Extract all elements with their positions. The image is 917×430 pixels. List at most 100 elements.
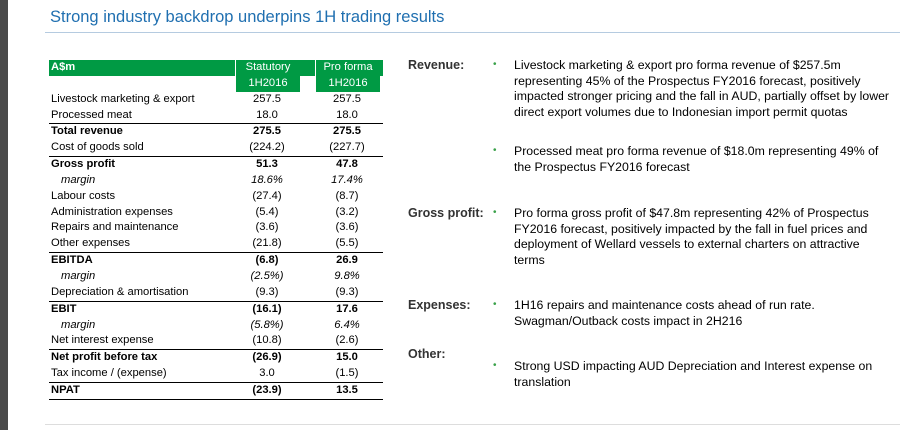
row-label: NPAT — [51, 383, 80, 396]
row-label: Net profit before tax — [51, 351, 158, 364]
pro-forma-value: (2.6) — [335, 334, 359, 347]
other-heading: Other: — [408, 347, 446, 361]
other-bullet-1: Strong USD impacting AUD Depreciation an… — [514, 359, 873, 389]
pro-forma-value: (3.2) — [335, 205, 359, 218]
row-label: margin — [61, 269, 96, 282]
pro-forma-value: (8.7) — [335, 189, 359, 202]
row-label: Labour costs — [51, 189, 116, 202]
table-row: Administration expenses (5.4) (3.2) — [49, 205, 383, 221]
row-label: EBITDA — [51, 254, 93, 267]
revenue-bullet-1: Livestock marketing & export pro forma r… — [514, 58, 890, 119]
pro-forma-value: 257.5 — [333, 92, 361, 105]
statutory-value: (16.1) — [252, 302, 282, 315]
table-row: Cost of goods sold (224.2) (227.7) — [49, 140, 383, 156]
pro-forma-value: 275.5 — [333, 125, 361, 138]
table-row: margin (2.5%) 9.8% — [49, 269, 383, 285]
bullet-dot-icon: • — [493, 360, 497, 371]
pro-forma-value: (3.6) — [335, 221, 359, 234]
bullet-dot-icon: • — [493, 145, 497, 156]
table-row: Total revenue 275.5 275.5 — [49, 123, 383, 140]
pro-forma-value: 6.4% — [334, 318, 360, 331]
table-row: margin 18.6% 17.4% — [49, 173, 383, 189]
row-label: Processed meat — [51, 108, 132, 121]
table-row: Depreciation & amortisation (9.3) (9.3) — [49, 285, 383, 301]
pro-forma-value: (5.5) — [335, 237, 359, 250]
right-margin — [900, 0, 917, 430]
pro-forma-value: 17.6 — [336, 302, 358, 315]
row-label: Administration expenses — [51, 205, 173, 218]
header-label: A$m — [51, 61, 76, 73]
pro-forma-value: 47.8 — [336, 158, 358, 171]
bullet-dot-icon: • — [493, 59, 497, 70]
bullet-dot-icon: • — [493, 299, 497, 310]
table-row: Tax income / (expense) 3.0 (1.5) — [49, 366, 383, 382]
row-label: Cost of goods sold — [51, 141, 144, 154]
pro-forma-value: 13.5 — [336, 383, 358, 396]
row-label: margin — [61, 173, 96, 186]
table-subheader-row: 1H2016 1H2016 — [49, 75, 383, 92]
table-row: Livestock marketing & export 257.5 257.5 — [49, 92, 383, 108]
statutory-value: 18.6% — [251, 173, 283, 186]
footer-divider — [45, 424, 900, 425]
statutory-value: (26.9) — [252, 351, 282, 364]
statutory-value: (6.8) — [255, 254, 279, 267]
row-label: Net interest expense — [51, 334, 154, 347]
pro-forma-value: 9.8% — [334, 269, 360, 282]
statutory-value: (23.9) — [252, 383, 282, 396]
gross-profit-bullet-1: Pro forma gross profit of $47.8m represe… — [514, 206, 869, 267]
row-label: Livestock marketing & export — [51, 92, 195, 105]
pro-forma-value: 15.0 — [336, 351, 358, 364]
table-row: Labour costs (27.4) (8.7) — [49, 189, 383, 205]
subheader-statutory-period: 1H2016 — [235, 75, 300, 92]
row-label: Tax income / (expense) — [51, 367, 167, 380]
row-label: EBIT — [51, 302, 77, 315]
row-label: Other expenses — [51, 237, 130, 250]
table-row: Other expenses (21.8) (5.5) — [49, 236, 383, 252]
header-statutory: Statutory — [235, 60, 300, 76]
pro-forma-value: (227.7) — [329, 141, 365, 154]
row-label: Depreciation & amortisation — [51, 285, 189, 298]
pro-forma-value: 17.4% — [331, 173, 363, 186]
statutory-value: (5.8%) — [250, 318, 284, 331]
financial-table: A$m Statutory Pro forma 1H2016 1H2016 Li… — [49, 60, 383, 400]
statutory-value: 18.0 — [256, 108, 278, 121]
statutory-value: 51.3 — [256, 158, 278, 171]
subheader-pro-forma-period: 1H2016 — [315, 75, 380, 92]
gross-profit-heading: Gross profit: — [408, 206, 484, 220]
pro-forma-value: (1.5) — [335, 367, 359, 380]
row-label: margin — [61, 318, 96, 331]
revenue-heading: Revenue: — [408, 58, 465, 72]
table-row: margin (5.8%) 6.4% — [49, 318, 383, 334]
statutory-value: (5.4) — [255, 205, 279, 218]
revenue-bullet-2: Processed meat pro forma revenue of $18.… — [514, 144, 879, 174]
table-row: Processed meat 18.0 18.0 — [49, 108, 383, 124]
statutory-value: 3.0 — [259, 367, 275, 380]
expenses-bullet-1: 1H16 repairs and maintenance costs ahead… — [514, 298, 815, 328]
statutory-value: (21.8) — [252, 237, 282, 250]
pro-forma-value: (9.3) — [335, 285, 359, 298]
table-row: EBIT (16.1) 17.6 — [49, 300, 383, 318]
statutory-value: 275.5 — [253, 125, 281, 138]
table-row: Net profit before tax (26.9) 15.0 — [49, 349, 383, 366]
bullet-dot-icon: • — [493, 207, 497, 218]
statutory-value: (2.5%) — [250, 269, 284, 282]
table-row: NPAT (23.9) 13.5 — [49, 381, 383, 400]
row-label: Total revenue — [51, 125, 123, 138]
statutory-value: (10.8) — [252, 334, 282, 347]
pro-forma-value: 26.9 — [336, 254, 358, 267]
left-edge-bar — [0, 0, 8, 430]
statutory-value: (3.6) — [255, 221, 279, 234]
table-row: Gross profit 51.3 47.8 — [49, 156, 383, 173]
statutory-value: (9.3) — [255, 285, 279, 298]
pro-forma-value: 18.0 — [336, 108, 358, 121]
title-divider — [45, 32, 900, 33]
expenses-heading: Expenses: — [408, 298, 471, 312]
slide-title: Strong industry backdrop underpins 1H tr… — [50, 8, 445, 26]
statutory-value: (27.4) — [252, 189, 282, 202]
statutory-value: (224.2) — [249, 141, 285, 154]
table-row: Repairs and maintenance (3.6) (3.6) — [49, 220, 383, 236]
table-row: Net interest expense (10.8) (2.6) — [49, 333, 383, 349]
row-label: Repairs and maintenance — [51, 221, 179, 234]
header-pro-forma: Pro forma — [315, 60, 380, 76]
table-row: EBITDA (6.8) 26.9 — [49, 252, 383, 269]
